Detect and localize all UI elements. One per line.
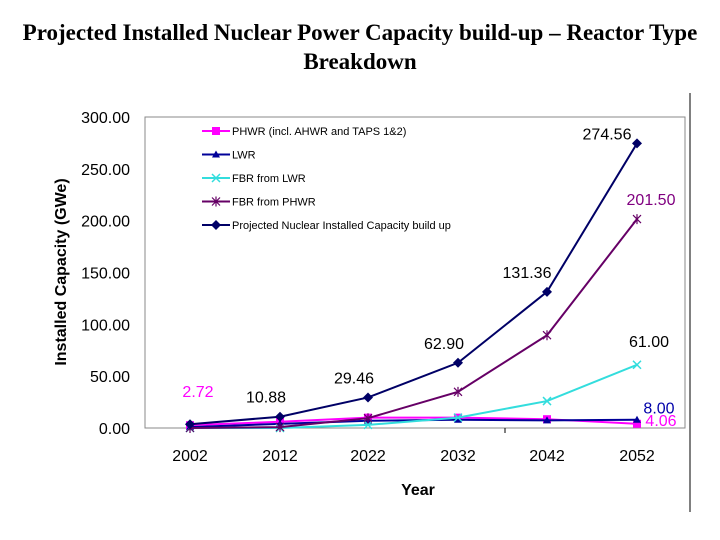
y-tick-label: 100.00 bbox=[81, 317, 130, 334]
series-3 bbox=[185, 214, 642, 433]
legend-marker bbox=[211, 220, 221, 230]
x-tick-label: 2002 bbox=[172, 448, 208, 465]
data-point bbox=[542, 396, 552, 406]
x-tick-label: 2042 bbox=[529, 448, 565, 465]
data-point bbox=[453, 357, 463, 368]
legend-label: PHWR (incl. AHWR and TAPS 1&2) bbox=[232, 126, 406, 138]
legend-marker bbox=[211, 173, 221, 183]
data-label: 29.46 bbox=[334, 370, 374, 387]
data-point bbox=[543, 416, 551, 424]
x-tick-label: 2012 bbox=[262, 448, 298, 465]
data-label: 2.72 bbox=[182, 384, 213, 401]
plot-area bbox=[144, 116, 686, 429]
legend-marker bbox=[212, 150, 220, 158]
series-line bbox=[189, 142, 638, 426]
data-point bbox=[363, 413, 373, 424]
data-label: 131.36 bbox=[503, 265, 552, 282]
legend-label: LWR bbox=[232, 150, 256, 162]
y-axis-label: Installed Capacity (GWe) bbox=[53, 178, 70, 365]
data-point bbox=[453, 413, 463, 423]
data-point bbox=[453, 386, 463, 397]
data-point bbox=[633, 415, 641, 423]
data-point bbox=[542, 286, 552, 297]
legend-label: FBR from LWR bbox=[232, 173, 306, 185]
data-point bbox=[632, 138, 642, 149]
y-tick-label: 50.00 bbox=[90, 369, 130, 386]
data-point bbox=[632, 360, 642, 370]
y-tick-label: 200.00 bbox=[81, 214, 130, 231]
legend-label: Projected Nuclear Installed Capacity bui… bbox=[232, 220, 451, 232]
x-tick-label: 2022 bbox=[350, 448, 386, 465]
x-tick-label: 2032 bbox=[440, 448, 476, 465]
data-label: 8.00 bbox=[643, 401, 674, 418]
y-tick-label: 250.00 bbox=[81, 162, 130, 179]
data-point bbox=[363, 392, 373, 403]
y-tick-label: 150.00 bbox=[81, 266, 130, 283]
legend-label: FBR from PHWR bbox=[232, 197, 316, 209]
data-point bbox=[542, 330, 552, 341]
data-label: 4.06 bbox=[645, 413, 676, 430]
data-label: 62.90 bbox=[424, 336, 464, 353]
chart-title: Projected Installed Nuclear Power Capaci… bbox=[22, 20, 698, 74]
data-point bbox=[454, 415, 462, 423]
data-label: 274.56 bbox=[583, 126, 632, 143]
data-point bbox=[632, 214, 642, 225]
data-point bbox=[275, 422, 285, 433]
x-axis-label: Year bbox=[401, 482, 435, 499]
data-point bbox=[363, 420, 373, 430]
y-tick-label: 0.00 bbox=[99, 421, 130, 438]
series-line bbox=[189, 418, 638, 429]
x-tick-label: 2052 bbox=[619, 448, 655, 465]
data-point bbox=[633, 419, 641, 428]
data-label: 201.50 bbox=[627, 192, 676, 209]
y-tick-label: 300.00 bbox=[81, 110, 130, 127]
data-label: 61.00 bbox=[629, 334, 669, 351]
series-4 bbox=[185, 138, 642, 430]
data-label: 10.88 bbox=[246, 390, 286, 407]
data-point bbox=[185, 419, 195, 430]
series-line bbox=[189, 218, 638, 429]
data-point bbox=[275, 411, 285, 422]
legend-marker bbox=[212, 127, 220, 135]
legend-marker bbox=[211, 196, 221, 207]
